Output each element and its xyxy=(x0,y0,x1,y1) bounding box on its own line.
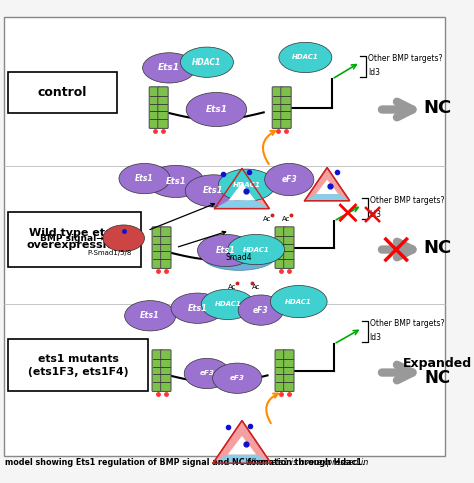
Text: eF3: eF3 xyxy=(282,175,297,184)
Text: Ets1: Ets1 xyxy=(165,177,186,186)
Text: Ets1: Ets1 xyxy=(205,105,228,114)
Text: NC: NC xyxy=(424,239,452,256)
Ellipse shape xyxy=(201,289,254,320)
FancyBboxPatch shape xyxy=(152,227,163,269)
Ellipse shape xyxy=(119,163,170,194)
FancyBboxPatch shape xyxy=(275,350,285,391)
FancyBboxPatch shape xyxy=(4,17,446,456)
Text: HDAC1: HDAC1 xyxy=(285,298,312,305)
FancyBboxPatch shape xyxy=(161,350,171,391)
Text: HDAC1: HDAC1 xyxy=(192,57,221,67)
Ellipse shape xyxy=(219,169,275,201)
Text: HDAC1: HDAC1 xyxy=(292,55,319,60)
Text: Other BMP targets?: Other BMP targets? xyxy=(370,319,444,328)
Text: HDAC1: HDAC1 xyxy=(243,246,270,253)
Ellipse shape xyxy=(181,47,234,77)
Ellipse shape xyxy=(228,234,284,265)
Text: Id3: Id3 xyxy=(370,210,382,219)
Text: Other BMP targets?: Other BMP targets? xyxy=(368,54,442,63)
Text: When ets1 is overexpressed in: When ets1 is overexpressed in xyxy=(243,458,368,467)
Ellipse shape xyxy=(186,92,246,127)
Text: eF3: eF3 xyxy=(230,375,245,381)
Polygon shape xyxy=(213,421,271,463)
Text: Ac: Ac xyxy=(252,284,260,290)
Polygon shape xyxy=(215,200,269,209)
Text: Expanded: Expanded xyxy=(403,356,473,369)
Text: Ets1: Ets1 xyxy=(216,246,236,255)
Ellipse shape xyxy=(171,293,224,323)
FancyBboxPatch shape xyxy=(8,212,141,267)
Ellipse shape xyxy=(185,175,242,207)
Polygon shape xyxy=(215,169,269,209)
Polygon shape xyxy=(305,168,350,201)
Text: Ets1: Ets1 xyxy=(158,63,180,72)
Text: HDAC1: HDAC1 xyxy=(233,182,261,188)
Ellipse shape xyxy=(184,358,230,389)
FancyBboxPatch shape xyxy=(272,87,283,128)
Polygon shape xyxy=(316,180,338,194)
Ellipse shape xyxy=(198,234,254,267)
Text: ets1 mutants
(ets1F3, ets1F4): ets1 mutants (ets1F3, ets1F4) xyxy=(28,354,128,377)
Ellipse shape xyxy=(125,300,176,331)
FancyBboxPatch shape xyxy=(283,227,294,269)
Text: eF3: eF3 xyxy=(253,306,269,314)
Polygon shape xyxy=(213,455,271,463)
Ellipse shape xyxy=(270,285,327,318)
FancyBboxPatch shape xyxy=(149,87,160,128)
Ellipse shape xyxy=(203,244,275,270)
Text: NC: NC xyxy=(424,99,452,116)
FancyBboxPatch shape xyxy=(8,71,117,114)
Text: Other BMP targets?: Other BMP targets? xyxy=(370,196,444,205)
Ellipse shape xyxy=(147,165,204,198)
Ellipse shape xyxy=(213,363,262,393)
Text: NC: NC xyxy=(425,369,451,387)
Text: control: control xyxy=(38,86,87,99)
Text: P-Smad1/5/8: P-Smad1/5/8 xyxy=(88,250,132,256)
Text: BMP signal→: BMP signal→ xyxy=(40,234,104,242)
FancyBboxPatch shape xyxy=(281,87,291,128)
Text: Smad4: Smad4 xyxy=(226,253,253,262)
Text: Wild type ets1
overexpression: Wild type ets1 overexpression xyxy=(27,228,122,250)
Text: HDAC1: HDAC1 xyxy=(214,301,241,307)
Ellipse shape xyxy=(143,53,196,83)
Ellipse shape xyxy=(264,163,314,196)
Text: Ac: Ac xyxy=(228,284,237,290)
Text: Id3: Id3 xyxy=(370,333,382,342)
FancyBboxPatch shape xyxy=(152,350,163,391)
FancyBboxPatch shape xyxy=(158,87,168,128)
Text: Ac: Ac xyxy=(282,216,291,222)
FancyBboxPatch shape xyxy=(161,227,171,269)
Text: Ets1: Ets1 xyxy=(140,311,160,320)
Text: Id3: Id3 xyxy=(368,68,380,77)
FancyBboxPatch shape xyxy=(275,227,285,269)
Polygon shape xyxy=(305,194,350,201)
FancyBboxPatch shape xyxy=(283,350,294,391)
Ellipse shape xyxy=(103,225,145,252)
Text: Ets1: Ets1 xyxy=(203,186,224,196)
Ellipse shape xyxy=(238,295,283,325)
Text: model showing Ets1 regulation of BMP signal and NC formation through Hdac1.: model showing Ets1 regulation of BMP sig… xyxy=(5,458,365,467)
Polygon shape xyxy=(228,436,256,455)
Text: Ets1: Ets1 xyxy=(188,304,207,313)
Polygon shape xyxy=(228,183,255,200)
FancyBboxPatch shape xyxy=(8,340,148,391)
Ellipse shape xyxy=(279,43,332,72)
Text: Ets1: Ets1 xyxy=(135,174,154,183)
Text: Ac: Ac xyxy=(263,216,272,222)
Text: eF3: eF3 xyxy=(200,370,214,376)
